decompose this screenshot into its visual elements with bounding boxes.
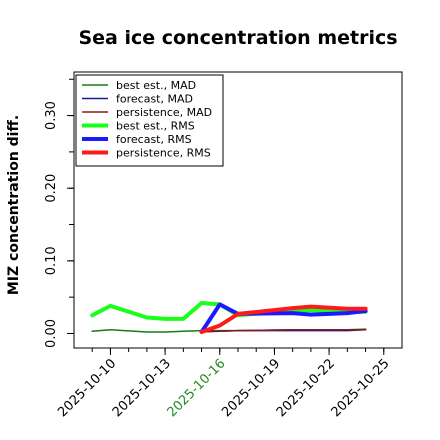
y-tick-label: 0.00	[44, 319, 59, 348]
y-tick-label: 0.10	[44, 246, 59, 275]
series-line	[200, 329, 367, 333]
x-tick-label: 2025-10-25	[329, 356, 393, 420]
series-line	[199, 304, 368, 334]
y-tick-label: 0.30	[44, 101, 59, 130]
legend-label: forecast, MAD	[116, 93, 193, 106]
legend-label: persistence, MAD	[116, 106, 212, 119]
legend-label: best est., RMS	[116, 120, 195, 133]
series-line	[199, 302, 368, 334]
legend-label: persistence, RMS	[116, 147, 211, 160]
series-line	[90, 301, 368, 321]
y-tick-label: 0.20	[44, 174, 59, 203]
y-axis: 0.00 0.10 0.20 0.30	[44, 78, 74, 348]
legend-label: best est., MAD	[116, 79, 196, 92]
series-lines	[90, 301, 368, 334]
chart-title: Sea ice concentration metrics	[78, 27, 397, 49]
x-axis: 2025-10-102025-10-132025-10-162025-10-19…	[55, 348, 393, 420]
legend-label: forecast, RMS	[116, 133, 192, 146]
y-axis-label: MIZ concentration diff.	[6, 115, 22, 295]
